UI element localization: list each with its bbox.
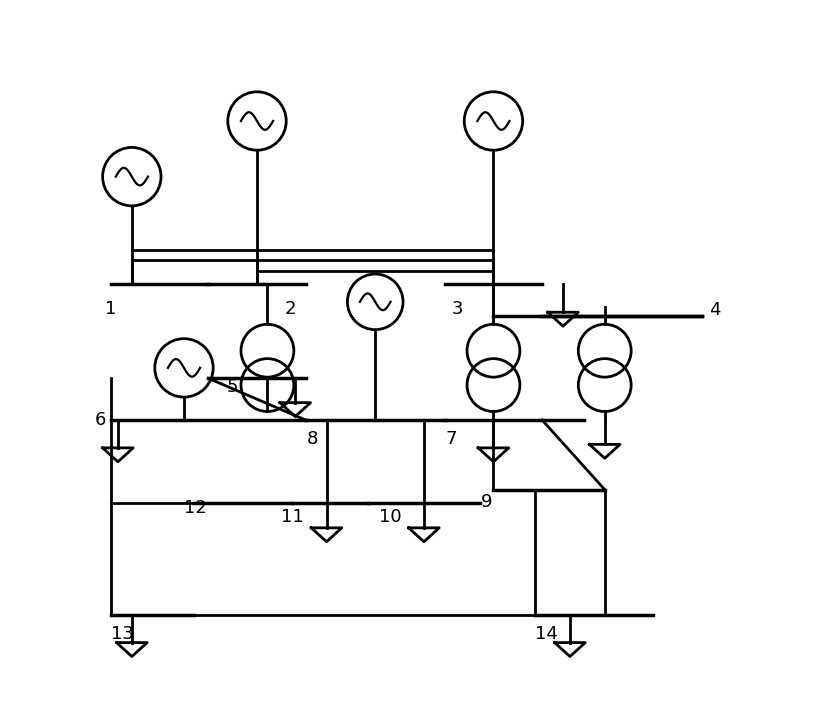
Text: 12: 12 [183,499,206,517]
Text: 6: 6 [95,411,106,429]
Text: 9: 9 [480,493,491,511]
Text: 14: 14 [535,625,558,644]
Text: 11: 11 [281,508,304,526]
Text: 13: 13 [111,625,133,644]
Text: 5: 5 [227,379,238,396]
Text: 2: 2 [284,300,296,318]
Text: 3: 3 [451,300,463,318]
Text: 1: 1 [105,300,116,318]
Text: 4: 4 [708,301,720,319]
Text: 7: 7 [446,430,457,449]
Text: 10: 10 [378,508,400,526]
Text: 8: 8 [306,430,318,449]
